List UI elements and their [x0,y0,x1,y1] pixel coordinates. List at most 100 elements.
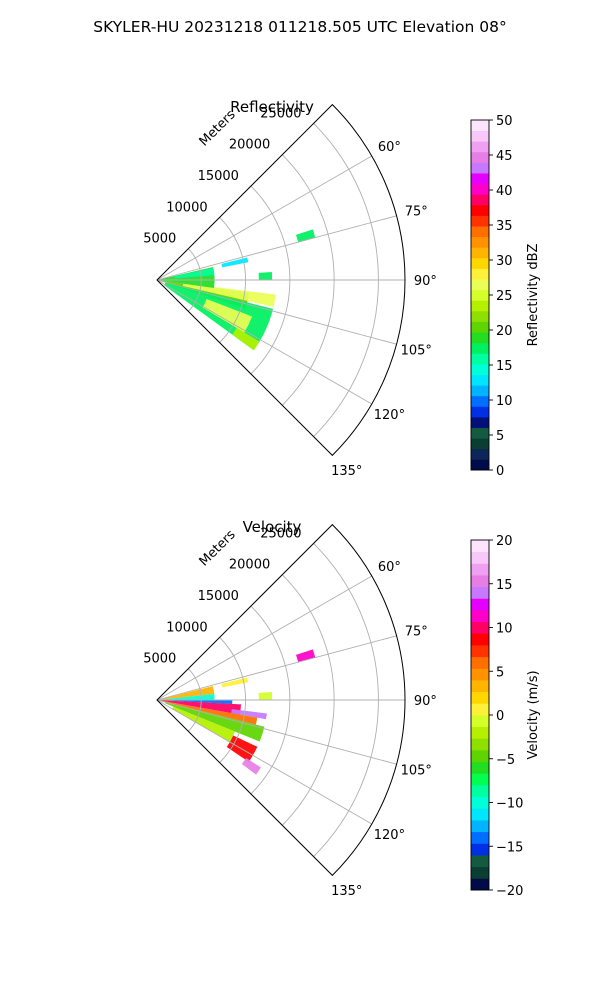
colorbar-tick-label: 45 [496,149,513,164]
colorbar-segment [471,247,489,259]
echo-cell [172,706,236,743]
colorbar-segment [471,151,489,163]
echo-cell [241,757,261,775]
colorbar-tick-label: 0 [496,464,504,479]
colorbar-segment [471,300,489,312]
colorbar-tick-label: −15 [496,840,523,855]
echo-cell [231,709,267,720]
echo-cell [182,283,276,307]
colorbar-tick-label: 30 [496,254,513,269]
azimuth-tick-label: 135° [331,884,362,899]
colorbar-tick-label: 20 [496,534,513,549]
colorbar-segment [471,162,489,174]
colorbar-segment [471,226,489,238]
figure-suptitle: SKYLER-HU 20231218 011218.505 UTC Elevat… [93,18,507,36]
colorbar-segment [471,820,489,833]
azimuth-spoke [156,279,397,345]
azimuth-tick-label: 60° [378,560,401,575]
sector-frame [156,103,406,457]
colorbar-segment [471,353,489,365]
colorbar-segment [471,183,489,195]
colorbar-segment [471,342,489,354]
colorbar-segment [471,645,489,658]
colorbar-tick-label: 10 [496,394,513,409]
colorbar-segment [471,427,489,439]
colorbar-segment [471,610,489,623]
colorbar-segment [471,680,489,693]
colorbar-segment [471,598,489,611]
echo-cell [295,649,316,663]
colorbar-segment [471,289,489,301]
colorbar-label: Reflectivity dBZ [526,244,541,347]
colorbar-tick-label: 5 [496,665,504,680]
colorbar-tick-label: 15 [496,359,513,374]
azimuth-spoke [156,215,397,281]
azimuth-spoke [156,699,372,825]
colorbar-segment [471,120,489,132]
colorbar-segment [471,773,489,786]
colorbar-segment [471,406,489,418]
azimuth-tick-label: 75° [405,625,428,640]
echo-layer [157,649,316,775]
echo-cell [157,700,242,715]
colorbar-segment [471,855,489,868]
azimuth-tick-label: 90° [414,274,437,289]
colorbar-tick-label: 15 [496,578,513,593]
echo-cell [202,299,253,333]
colorbar-segment [471,395,489,407]
radial-tick-label: 25000 [260,106,301,121]
colorbar-segment [471,878,489,891]
colorbar-segment [471,279,489,291]
colorbar-segment [471,130,489,142]
colorbar-tick-label: 20 [496,324,513,339]
azimuth-tick-label: 105° [401,343,432,358]
colorbar-segment [471,575,489,588]
azimuth-tick-label: 60° [378,140,401,155]
colorbar-segment [471,363,489,375]
colorbar-segment [471,141,489,153]
colorbar-segment [471,785,489,798]
radial-tick-label: 15000 [198,169,239,184]
colorbar-segment [471,563,489,576]
colorbar-segment [471,656,489,669]
echo-cell [221,677,249,688]
colorbar-segment [471,385,489,397]
colorbar-segment [471,703,489,716]
colorbar-segment [471,750,489,763]
colorbar-segment [471,540,489,553]
radial-tick-label: 20000 [229,138,270,153]
radial-tick-label: 10000 [166,620,207,635]
colorbar-segment [471,438,489,450]
azimuth-tick-label: 75° [405,205,428,220]
radial-tick-label: 20000 [229,558,270,573]
azimuth-tick-label: 120° [374,828,405,843]
colorbar-segment [471,715,489,728]
colorbar-segment [471,866,489,879]
echo-cell [174,268,215,279]
azimuth-tick-label: 90° [414,694,437,709]
colorbar-segment [471,691,489,704]
radial-tick-label: 5000 [143,652,176,667]
colorbar-tick-label: −20 [496,884,523,899]
azimuth-spoke [156,575,372,701]
colorbar-segment [471,668,489,681]
colorbar-segment [471,310,489,322]
azimuth-spoke [156,279,372,405]
colorbar-segment [471,321,489,333]
sector-frame [156,523,406,877]
azimuth-tick-label: 120° [374,408,405,423]
colorbar-segment [471,831,489,844]
colorbar-tick-label: 10 [496,622,513,637]
colorbar-tick-label: 35 [496,219,513,234]
colorbar-tick-label: 40 [496,184,513,199]
colorbar-segment [471,204,489,216]
colorbar-segment [471,726,489,739]
colorbar-segment [471,761,489,774]
colorbar-segment [471,374,489,386]
colorbar-segment [471,796,489,809]
colorbar-segment [471,843,489,856]
azimuth-spoke [156,699,397,765]
radial-tick-label: 10000 [166,200,207,215]
colorbar-segment [471,586,489,599]
